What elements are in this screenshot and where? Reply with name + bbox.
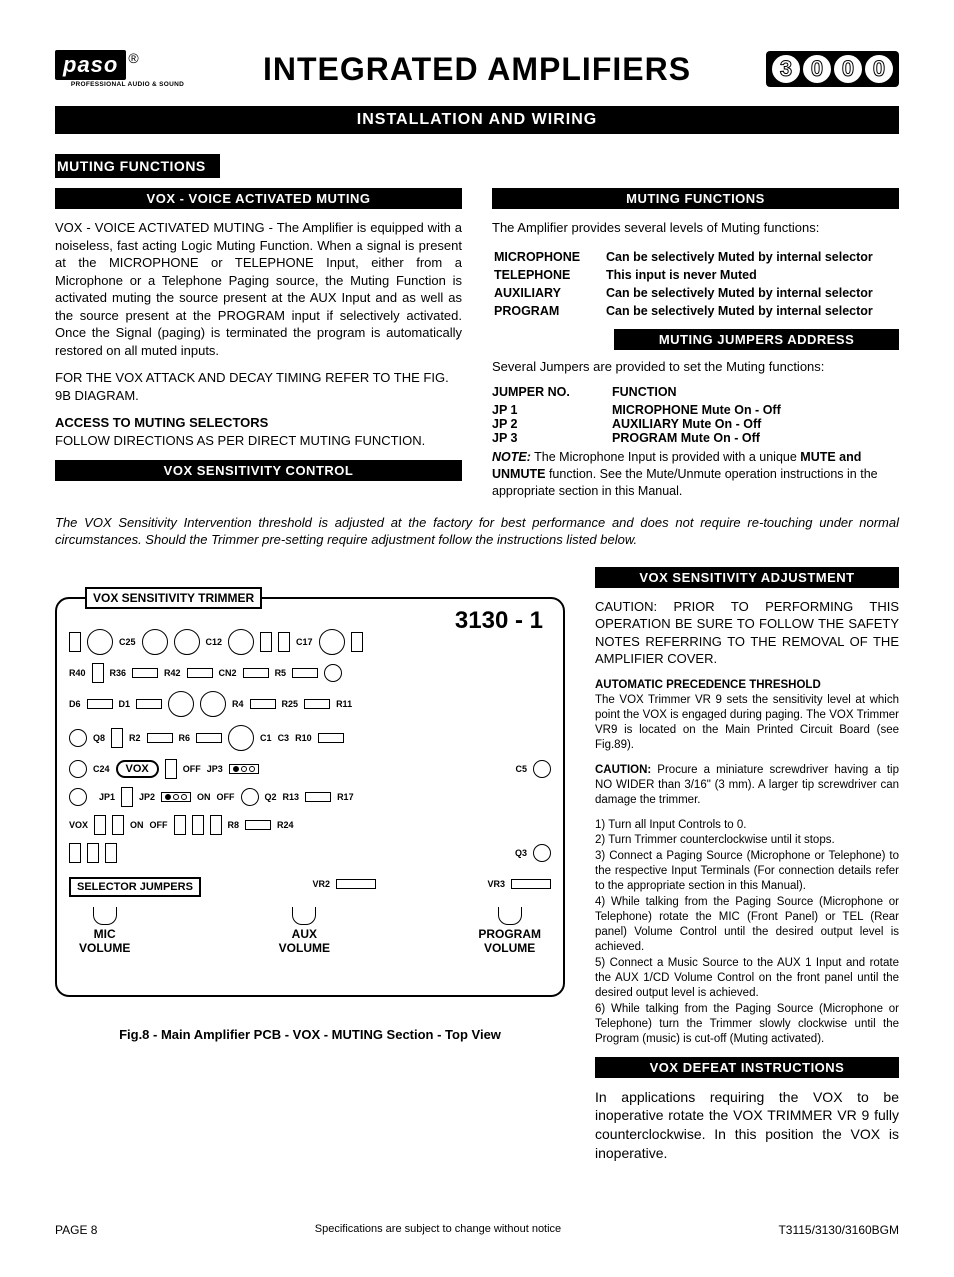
vox-adjustment-header: VOX SENSITIVITY ADJUSTMENT <box>595 567 899 588</box>
model-badge: 3 0 0 0 <box>754 51 899 87</box>
board-number: 3130 - 1 <box>455 607 543 635</box>
vox-defeat-text: In applications requiring the VOX to be … <box>595 1088 899 1164</box>
step: 5) Connect a Music Source to the AUX 1 I… <box>595 956 899 1001</box>
vox-paragraph: VOX - VOICE ACTIVATED MUTING - The Ampli… <box>55 219 462 359</box>
logo: paso® PROFESSIONAL AUDIO & SOUND <box>55 50 200 88</box>
jumpers-header: MUTING JUMPERS ADDRESS <box>614 329 899 350</box>
sensitivity-note: The VOX Sensitivity Intervention thresho… <box>55 514 899 549</box>
jumper-note: NOTE: The Microphone Input is provided w… <box>492 449 899 500</box>
logo-subtitle: PROFESSIONAL AUDIO & SOUND <box>55 81 200 88</box>
pcb-diagram: VOX SENSITIVITY TRIMMER 3130 - 1 C25 C12… <box>55 597 565 997</box>
step: 4) While talking from the Paging Source … <box>595 895 899 955</box>
jumpers-intro: Several Jumpers are provided to set the … <box>492 358 899 376</box>
step: 1) Turn all Input Controls to 0. <box>595 818 899 833</box>
vox-header: VOX - VOICE ACTIVATED MUTING <box>55 188 462 209</box>
figure-caption: Fig.8 - Main Amplifier PCB - VOX - MUTIN… <box>55 1027 565 1042</box>
selector-jumpers-label: SELECTOR JUMPERS <box>69 877 201 897</box>
model-digit: 0 <box>834 55 862 83</box>
footer-disclaimer: Specifications are subject to change wit… <box>315 1223 561 1237</box>
table-row: PROGRAMCan be selectively Muted by inter… <box>494 303 897 319</box>
access-text: FOLLOW DIRECTIONS AS PER DIRECT MUTING F… <box>55 433 425 448</box>
sensitivity-control-header: VOX SENSITIVITY CONTROL <box>55 460 462 481</box>
adjustment-caution: CAUTION: PRIOR TO PERFORMING THIS OPERAT… <box>595 598 899 668</box>
main-title: INTEGRATED AMPLIFIERS <box>200 51 754 88</box>
access-section: ACCESS TO MUTING SELECTORS FOLLOW DIRECT… <box>55 414 462 449</box>
logo-text: paso <box>55 50 126 80</box>
vox-reference: FOR THE VOX ATTACK AND DECAY TIMING REFE… <box>55 369 462 404</box>
step: 6) While talking from the Paging Source … <box>595 1002 899 1047</box>
muting-functions-label: MUTING FUNCTIONS <box>55 154 220 178</box>
muting-functions-header: MUTING FUNCTIONS <box>492 188 899 209</box>
table-row: AUXILIARYCan be selectively Muted by int… <box>494 285 897 301</box>
registered-icon: ® <box>128 50 138 66</box>
table-row: MICROPHONECan be selectively Muted by in… <box>494 249 897 265</box>
jumper-table-head: JUMPER NO. FUNCTION <box>492 385 899 399</box>
jumper-row: JP 1MICROPHONE Mute On - Off <box>492 403 899 417</box>
auto-precedence: AUTOMATIC PRECEDENCE THRESHOLD The VOX T… <box>595 678 899 753</box>
model-digit: 3 <box>772 55 800 83</box>
aux-volume-pot: AUX VOLUME <box>279 907 330 955</box>
adjustment-column: VOX SENSITIVITY ADJUSTMENT CAUTION: PRIO… <box>595 567 899 1173</box>
vox-trimmer-label: VOX SENSITIVITY TRIMMER <box>85 587 262 609</box>
diagram-column: VOX SENSITIVITY TRIMMER 3130 - 1 C25 C12… <box>55 567 565 1042</box>
step: 2) Turn Trimmer counterclockwise until i… <box>595 833 899 848</box>
footer-model: T3115/3130/3160BGM <box>778 1223 899 1237</box>
muting-table: MICROPHONECan be selectively Muted by in… <box>492 247 899 321</box>
right-column: MUTING FUNCTIONS The Amplifier provides … <box>492 188 899 500</box>
page-header: paso® PROFESSIONAL AUDIO & SOUND INTEGRA… <box>55 50 899 88</box>
section-bar: INSTALLATION AND WIRING <box>55 106 899 134</box>
vox-defeat-header: VOX DEFEAT INSTRUCTIONS <box>595 1057 899 1078</box>
model-digit: 0 <box>865 55 893 83</box>
vox-label: VOX <box>116 760 159 778</box>
program-volume-pot: PROGRAM VOLUME <box>478 907 541 955</box>
jumper-row: JP 3PROGRAM Mute On - Off <box>492 431 899 445</box>
steps-list: 1) Turn all Input Controls to 0. 2) Turn… <box>595 818 899 1047</box>
step: 3) Connect a Paging Source (Microphone o… <box>595 849 899 894</box>
jumper-row: JP 2AUXILIARY Mute On - Off <box>492 417 899 431</box>
model-digit: 0 <box>803 55 831 83</box>
access-title: ACCESS TO MUTING SELECTORS <box>55 415 268 430</box>
page-footer: PAGE 8 Specifications are subject to cha… <box>55 1223 899 1237</box>
caution-2: CAUTION: Procure a miniature screwdriver… <box>595 763 899 808</box>
page-number: PAGE 8 <box>55 1223 97 1237</box>
potentiometer-row: MIC VOLUME AUX VOLUME PROGRAM VOLUME <box>69 907 551 955</box>
muting-intro: The Amplifier provides several levels of… <box>492 219 899 237</box>
table-row: TELEPHONEThis input is never Muted <box>494 267 897 283</box>
left-column: VOX - VOICE ACTIVATED MUTING VOX - VOICE… <box>55 188 462 500</box>
mic-volume-pot: MIC VOLUME <box>79 907 130 955</box>
